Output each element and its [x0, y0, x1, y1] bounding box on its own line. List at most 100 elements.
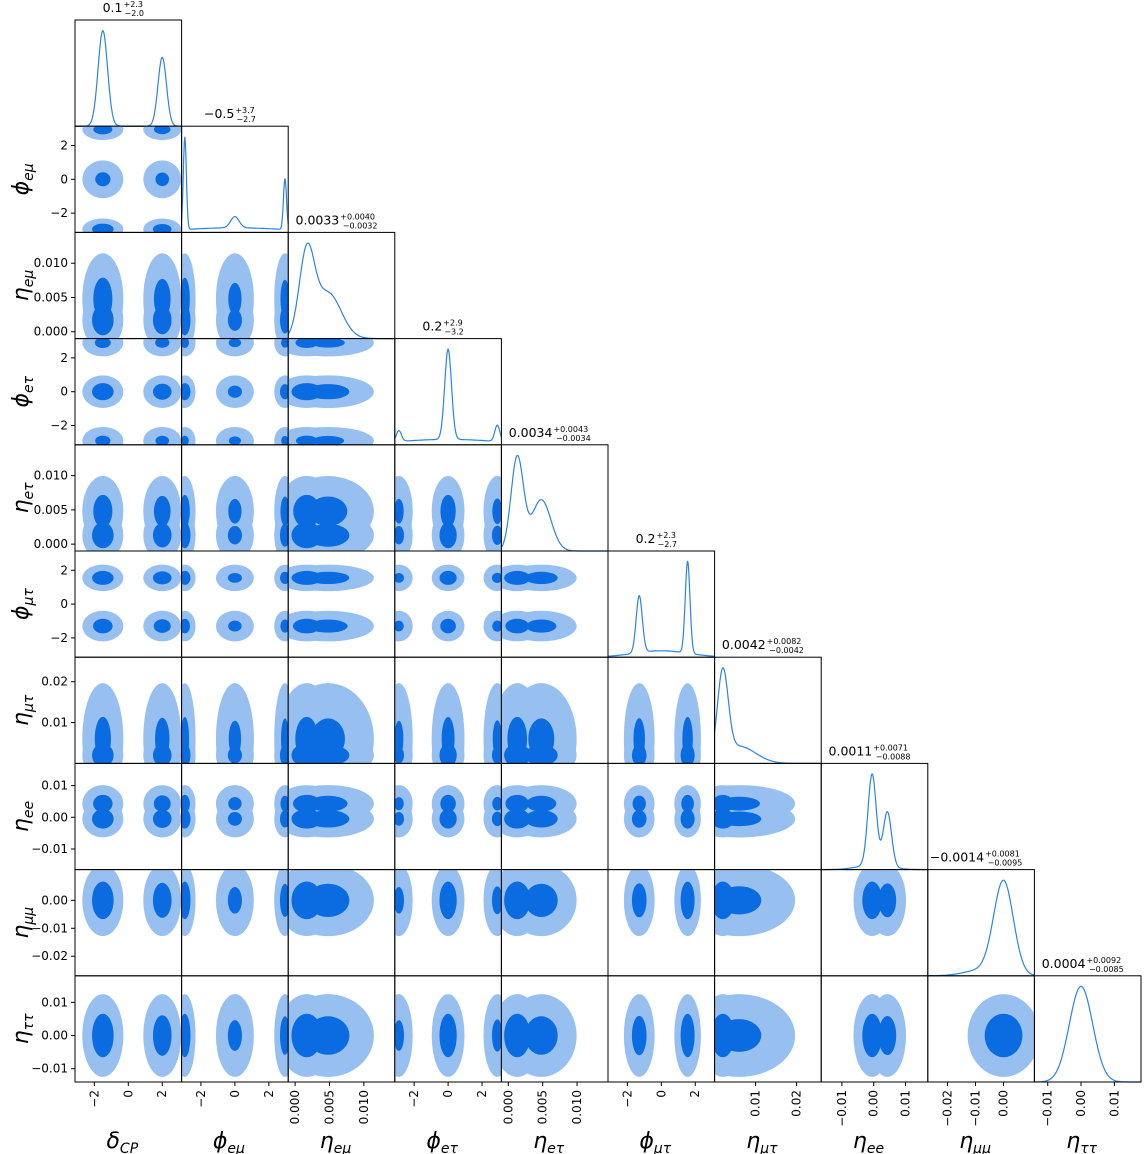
ytick-label: 0.00 — [41, 810, 68, 824]
ytick-label: 0.005 — [34, 503, 68, 517]
region-68-0 — [181, 1013, 191, 1058]
ytick-label: −2 — [50, 419, 68, 433]
region-68-3 — [227, 385, 242, 398]
contour-net-ntt — [501, 994, 577, 1077]
region-68-3 — [718, 796, 760, 811]
region-68-0 — [631, 810, 647, 828]
region-68-0 — [862, 881, 882, 920]
xtick-label: −0.01 — [1041, 1090, 1055, 1127]
region-68-7 — [281, 435, 289, 445]
region-68-1 — [439, 570, 457, 585]
region-68-3 — [526, 795, 557, 812]
contour-nem-pet — [288, 338, 374, 445]
contour-nem-net — [288, 476, 374, 551]
region-68-1 — [181, 494, 190, 528]
region-68-0 — [181, 809, 191, 829]
ytick-label: 2 — [60, 563, 68, 577]
region-68-3 — [394, 572, 405, 583]
ytick-label: 0.010 — [34, 256, 68, 270]
region-68-2 — [717, 811, 762, 827]
region-68-3 — [682, 716, 693, 761]
region-68-1 — [306, 1016, 350, 1055]
xtick-label: 0.01 — [1107, 1090, 1121, 1117]
xtick-label: 0 — [654, 1090, 668, 1098]
xlabel-dCP: δCP — [106, 1129, 138, 1154]
ytick-label: 0.005 — [34, 290, 68, 304]
region-68-1 — [93, 494, 113, 528]
contour-pem-nem — [181, 253, 289, 339]
contour-pmt-nee — [623, 785, 701, 838]
region-68-2 — [93, 126, 113, 135]
contour-dCP-net — [82, 476, 182, 551]
region-68-1 — [181, 277, 190, 321]
region-68-4 — [279, 810, 289, 828]
marginal-dCP: 0.1+2.3 −2.0 — [74, 0, 183, 127]
xlabel-pem: ϕeμ — [213, 1129, 245, 1154]
xtick-label: 0 — [228, 1090, 242, 1098]
region-68-1 — [94, 716, 111, 761]
marginal-pem: −0.5+3.7 −2.7 — [181, 106, 289, 233]
xtick-label: −2 — [87, 1090, 101, 1108]
region-68-0 — [439, 522, 457, 549]
xtick-label: 0.010 — [357, 1090, 371, 1124]
contour-pem-ntt — [181, 994, 289, 1077]
region-68-6 — [279, 384, 289, 400]
region-68-3 — [228, 797, 242, 811]
region-68-2 — [526, 619, 557, 633]
ytick-label: 0 — [60, 597, 68, 611]
region-68-2 — [279, 1016, 289, 1055]
contour-dCP-pem — [82, 126, 182, 233]
ytick-label: 0.00 — [41, 1029, 68, 1043]
contour-pem-nee — [181, 785, 289, 838]
xtick-label: −0.01 — [835, 1090, 849, 1127]
region-68-4 — [491, 811, 502, 827]
marginal-curve-pmt — [607, 560, 715, 657]
marginal-nee: 0.0011+0.0071 −0.0088 — [820, 743, 929, 871]
region-68-1 — [504, 570, 531, 585]
region-68-1 — [505, 794, 529, 813]
region-68-2 — [279, 883, 289, 917]
ytick-label: 0.000 — [34, 325, 68, 339]
region-68-4 — [491, 525, 502, 545]
region-68-3 — [308, 795, 348, 812]
marginal-pet: 0.2+2.9 −3.2 — [394, 319, 502, 446]
region-68-1 — [717, 1019, 762, 1052]
region-68-2 — [227, 309, 242, 331]
ytick-label: −0.01 — [31, 842, 68, 856]
region-68-1 — [152, 1015, 172, 1056]
region-68-5 — [281, 718, 289, 760]
contour-pem-pmt — [181, 564, 289, 642]
ytick-label: 2 — [60, 351, 68, 365]
region-68-0 — [92, 383, 114, 401]
region-68-1 — [181, 435, 189, 445]
region-68-2 — [394, 526, 405, 545]
marginal-curve-nee — [821, 773, 928, 871]
contour-pem-nmt — [181, 683, 289, 764]
region-68-3 — [153, 795, 171, 812]
xlabel-ntt: ηττ — [1066, 1129, 1097, 1154]
region-68-1 — [181, 794, 190, 813]
region-68-4 — [492, 620, 502, 632]
region-68-3 — [228, 720, 242, 758]
ylabel-nmt: ημτ — [9, 694, 37, 726]
region-68-0 — [439, 809, 457, 829]
xlabel-pet: ϕeτ — [426, 1129, 458, 1154]
contour-pem-net — [181, 476, 289, 551]
marginal-curve-pem — [181, 136, 289, 230]
contour-net-pmt — [501, 564, 577, 642]
region-68-2 — [680, 809, 695, 829]
summary-nmt: 0.0042+0.0082 −0.0042 — [722, 637, 804, 655]
xtick-label: 0.000 — [288, 1090, 302, 1124]
region-68-2 — [308, 619, 348, 633]
xtick-label: −2 — [194, 1090, 208, 1108]
contour-nem-nmm — [288, 869, 374, 937]
region-68-0 — [181, 618, 190, 634]
marginal-nem: 0.0033+0.0040 −0.0032 — [287, 212, 396, 340]
marginal-nmt: 0.0042+0.0082 −0.0042 — [714, 637, 822, 764]
xtick-label: 0 — [441, 1090, 455, 1098]
summary-nee: 0.0011+0.0071 −0.0088 — [829, 743, 911, 761]
region-68-1 — [680, 1013, 695, 1058]
region-68-1 — [680, 881, 695, 920]
region-68-3 — [681, 794, 694, 813]
contour-pmt-nmt — [623, 683, 701, 764]
